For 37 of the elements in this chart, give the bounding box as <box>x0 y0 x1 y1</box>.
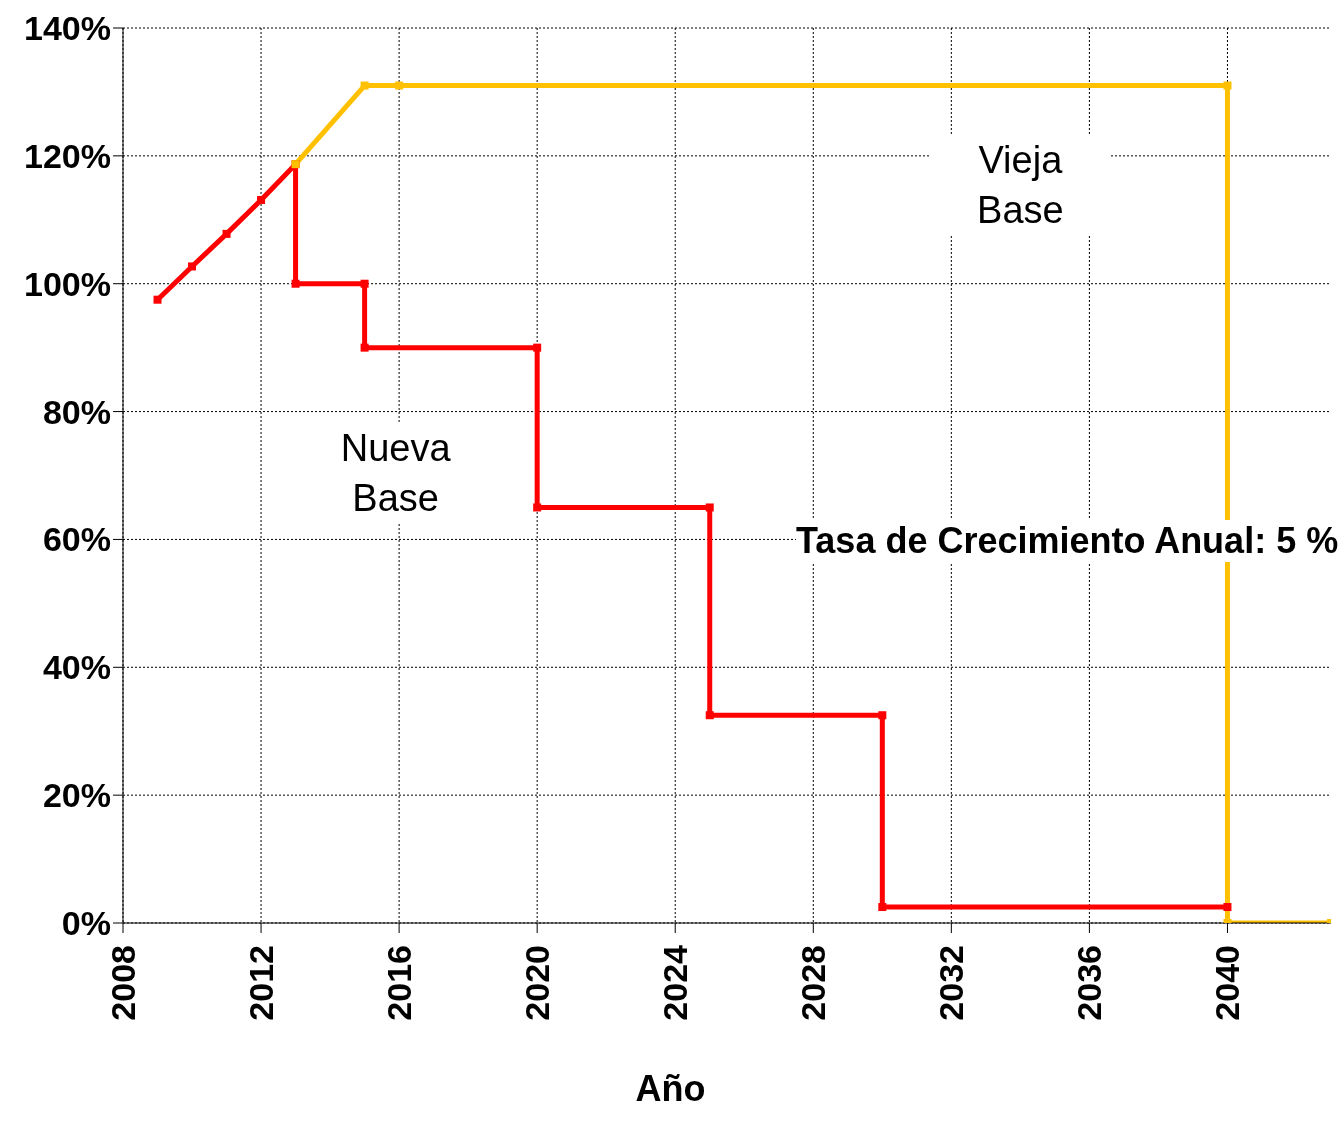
series-label: Vieja Base <box>930 135 1111 236</box>
y-tick-label: 100% <box>24 264 111 303</box>
point <box>153 295 162 304</box>
x-tick-label: 2024 <box>656 944 695 1021</box>
y-tick-label: 80% <box>42 392 111 431</box>
point <box>533 343 542 352</box>
y-tick-label: 140% <box>24 9 111 48</box>
x-tick-label: 2012 <box>242 945 281 1021</box>
point <box>1223 903 1232 912</box>
y-tick-label: 40% <box>42 648 111 687</box>
point <box>878 903 887 912</box>
point <box>360 279 369 288</box>
point <box>257 195 266 204</box>
x-tick-label: 2016 <box>380 945 419 1021</box>
y-tick-label: 0% <box>61 904 111 943</box>
x-tick-label: 2028 <box>794 945 833 1021</box>
x-tick-label: 2008 <box>104 945 142 1021</box>
y-tick-label: 20% <box>42 776 111 815</box>
point <box>222 229 231 238</box>
annotation: Tasa de Crecimiento Anual: 5 % <box>796 520 1339 563</box>
x-tick-label: 2040 <box>1208 945 1247 1021</box>
point <box>360 81 369 90</box>
point <box>533 503 542 512</box>
point <box>1223 81 1232 90</box>
x-axis-title: Año <box>634 1068 707 1110</box>
point <box>188 262 197 271</box>
y-tick-label: 120% <box>24 136 111 175</box>
x-tick-label: 2036 <box>1070 945 1109 1021</box>
point <box>705 711 714 720</box>
point <box>705 503 714 512</box>
x-tick-label: 2032 <box>932 945 971 1021</box>
y-tick-label: 60% <box>42 520 111 559</box>
point <box>291 279 300 288</box>
point <box>878 711 887 720</box>
point <box>360 343 369 352</box>
text: Nueva Base <box>305 422 486 523</box>
x-tick-label: 2020 <box>518 945 557 1021</box>
